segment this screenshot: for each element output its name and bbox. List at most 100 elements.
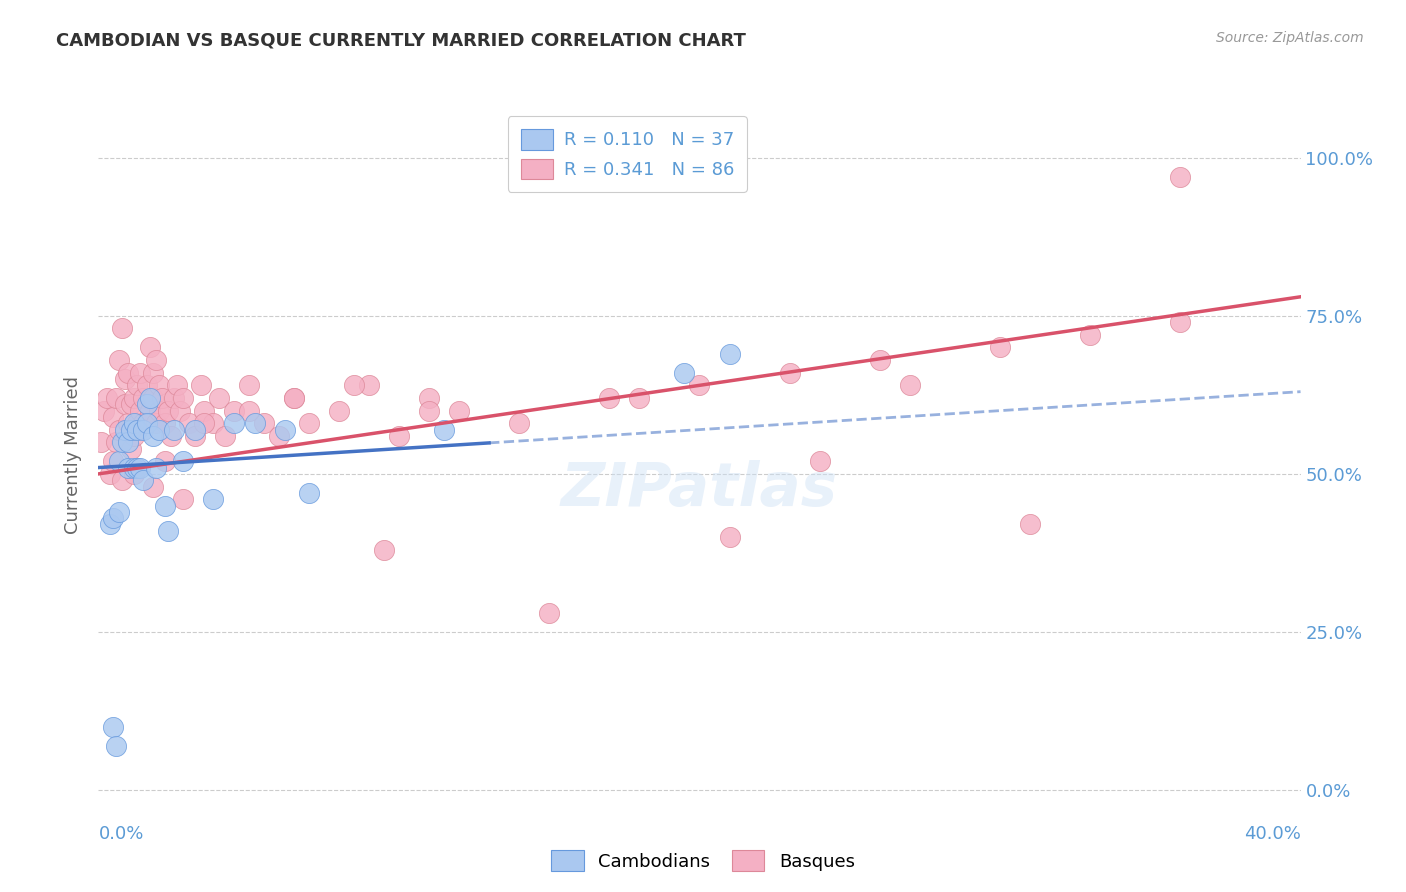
Point bbox=[373, 542, 395, 557]
Point bbox=[673, 366, 696, 380]
Point bbox=[1170, 315, 1192, 329]
Point bbox=[141, 391, 163, 405]
Point bbox=[108, 505, 131, 519]
Point bbox=[222, 403, 245, 417]
Point bbox=[172, 391, 194, 405]
Point bbox=[214, 429, 236, 443]
Point bbox=[105, 391, 128, 405]
Legend: R = 0.110   N = 37, R = 0.341   N = 86: R = 0.110 N = 37, R = 0.341 N = 86 bbox=[508, 116, 747, 192]
Point bbox=[159, 429, 181, 443]
Point bbox=[111, 473, 134, 487]
Point bbox=[103, 409, 125, 424]
Point bbox=[138, 403, 160, 417]
Point bbox=[117, 435, 139, 450]
Point bbox=[201, 417, 224, 431]
Point bbox=[208, 391, 231, 405]
Point bbox=[274, 423, 297, 437]
Point bbox=[93, 403, 115, 417]
Point bbox=[177, 417, 200, 431]
Point bbox=[1170, 169, 1192, 184]
Point bbox=[148, 378, 170, 392]
Point bbox=[343, 378, 366, 392]
Point bbox=[433, 423, 456, 437]
Point bbox=[162, 423, 184, 437]
Point bbox=[267, 429, 290, 443]
Point bbox=[141, 366, 163, 380]
Text: 0.0%: 0.0% bbox=[98, 825, 143, 843]
Point bbox=[135, 417, 157, 431]
Point bbox=[105, 435, 128, 450]
Point bbox=[108, 454, 131, 468]
Point bbox=[114, 423, 136, 437]
Point bbox=[201, 492, 224, 507]
Point bbox=[132, 473, 155, 487]
Point bbox=[283, 391, 305, 405]
Point bbox=[172, 492, 194, 507]
Point bbox=[1019, 517, 1042, 532]
Point bbox=[808, 454, 831, 468]
Point bbox=[96, 391, 118, 405]
Point bbox=[90, 435, 112, 450]
Point bbox=[141, 429, 163, 443]
Text: ZIPatlas: ZIPatlas bbox=[561, 460, 838, 519]
Point bbox=[988, 340, 1011, 354]
Point bbox=[121, 442, 143, 456]
Point bbox=[117, 417, 139, 431]
Point bbox=[156, 403, 179, 417]
Point bbox=[283, 391, 305, 405]
Point bbox=[114, 397, 136, 411]
Point bbox=[238, 403, 260, 417]
Point bbox=[183, 429, 205, 443]
Point bbox=[129, 460, 152, 475]
Point bbox=[135, 378, 157, 392]
Point bbox=[447, 403, 470, 417]
Point bbox=[153, 417, 176, 431]
Point bbox=[105, 739, 128, 753]
Point bbox=[508, 417, 530, 431]
Point bbox=[117, 366, 139, 380]
Point bbox=[193, 417, 215, 431]
Point bbox=[129, 366, 152, 380]
Point bbox=[132, 423, 155, 437]
Point bbox=[298, 486, 321, 500]
Point bbox=[148, 403, 170, 417]
Point bbox=[103, 720, 125, 734]
Point bbox=[153, 499, 176, 513]
Point bbox=[127, 460, 149, 475]
Point bbox=[898, 378, 921, 392]
Point bbox=[169, 403, 191, 417]
Point bbox=[418, 403, 440, 417]
Point bbox=[124, 391, 146, 405]
Point bbox=[135, 397, 157, 411]
Point bbox=[418, 391, 440, 405]
Point bbox=[103, 511, 125, 525]
Point bbox=[150, 391, 173, 405]
Point bbox=[124, 467, 146, 481]
Point bbox=[253, 417, 276, 431]
Point bbox=[148, 423, 170, 437]
Point bbox=[718, 347, 741, 361]
Legend: Cambodians, Basques: Cambodians, Basques bbox=[544, 843, 862, 879]
Point bbox=[388, 429, 411, 443]
Point bbox=[121, 423, 143, 437]
Point bbox=[114, 372, 136, 386]
Point bbox=[124, 417, 146, 431]
Point bbox=[172, 454, 194, 468]
Point bbox=[145, 460, 167, 475]
Point bbox=[121, 397, 143, 411]
Text: 40.0%: 40.0% bbox=[1244, 825, 1301, 843]
Point bbox=[328, 403, 350, 417]
Point bbox=[103, 454, 125, 468]
Point bbox=[108, 353, 131, 368]
Point bbox=[598, 391, 620, 405]
Point bbox=[628, 391, 651, 405]
Point bbox=[117, 460, 139, 475]
Point bbox=[111, 321, 134, 335]
Point bbox=[162, 391, 184, 405]
Point bbox=[779, 366, 801, 380]
Point bbox=[183, 423, 205, 437]
Point bbox=[538, 606, 561, 620]
Point bbox=[718, 530, 741, 544]
Text: CAMBODIAN VS BASQUE CURRENTLY MARRIED CORRELATION CHART: CAMBODIAN VS BASQUE CURRENTLY MARRIED CO… bbox=[56, 31, 747, 49]
Point bbox=[145, 417, 167, 431]
